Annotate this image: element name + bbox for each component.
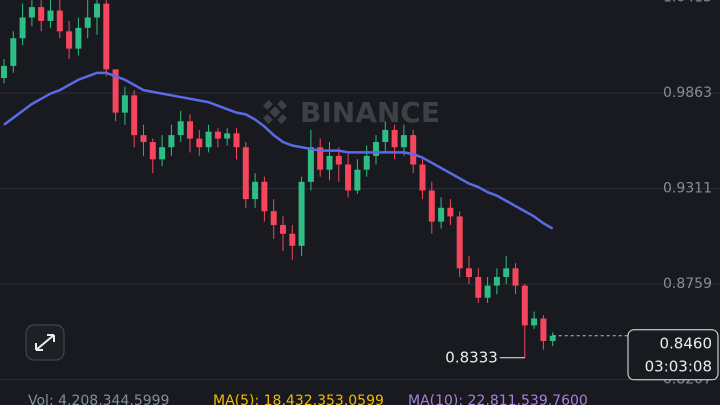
candle-body — [121, 95, 128, 113]
candle-body — [242, 147, 249, 200]
candle-body — [84, 17, 91, 28]
candle-body — [75, 27, 82, 49]
candle-body — [391, 129, 398, 148]
candle-body — [47, 10, 54, 21]
candle-body — [261, 181, 268, 212]
candle-body — [317, 147, 324, 170]
candle-body — [345, 164, 352, 191]
candle-body — [94, 3, 100, 18]
candle-body — [159, 147, 166, 160]
watermark: BINANCE — [300, 96, 440, 129]
candle-body — [38, 7, 45, 21]
candle-body — [354, 169, 361, 191]
candle-body — [289, 233, 296, 246]
candle-body — [19, 17, 26, 39]
candle-body — [214, 131, 221, 139]
candle-body — [196, 138, 203, 148]
candle-body — [438, 207, 445, 222]
candle-body — [363, 155, 370, 170]
candle-body — [335, 155, 342, 165]
price-label: 0.8460 — [660, 334, 713, 352]
candle-body — [447, 207, 454, 217]
candle-body — [233, 133, 240, 148]
candle-body — [112, 69, 119, 113]
candle-body — [484, 285, 491, 298]
candle-body — [475, 276, 482, 298]
expand-button[interactable] — [25, 324, 65, 361]
candle-body — [298, 181, 305, 246]
candle-body — [140, 135, 147, 143]
candle-body — [521, 285, 528, 326]
candle-body — [177, 121, 184, 136]
candle-body — [428, 190, 435, 222]
price-box — [627, 329, 719, 381]
candle-body — [10, 38, 17, 66]
y-tick-label: 1.0415 — [663, 0, 712, 6]
candle-body — [280, 225, 286, 234]
y-tick-label: 0.9311 — [663, 181, 712, 197]
candle-body — [400, 135, 407, 148]
candle-body — [419, 164, 426, 191]
y-tick-label: 0.9863 — [663, 85, 712, 101]
candle-body — [224, 133, 231, 139]
candle-body — [307, 147, 314, 182]
y-tick-label: 0.8759 — [663, 276, 712, 292]
candle-body — [252, 181, 259, 200]
candle-body — [503, 268, 510, 277]
candle-body — [512, 268, 519, 286]
candle-body — [187, 121, 193, 139]
volume-info: Vol: 4,208,344.5999 — [28, 393, 169, 405]
candle-body — [410, 135, 417, 165]
ma-line — [3, 71, 554, 230]
volume-info: MA(10): 22,811,539.7600 — [408, 393, 588, 405]
candle-body — [456, 216, 463, 269]
candle-body — [103, 3, 110, 70]
candle-body — [28, 7, 35, 18]
watermark-group: BINANCE — [262, 96, 440, 129]
candle-body — [549, 335, 556, 341]
volume-info: MA(5): 18,432,353.0599 — [213, 393, 384, 405]
candle-body — [131, 95, 138, 136]
candle-body — [149, 142, 156, 160]
candle-body — [382, 129, 389, 143]
candle-body — [373, 142, 379, 156]
candle-body — [168, 135, 175, 148]
low-marker-label: 0.8333 — [445, 348, 498, 366]
candle-body — [466, 268, 472, 277]
candle-body — [531, 318, 538, 326]
candle-body — [540, 318, 547, 341]
candle-body — [326, 155, 333, 170]
candle-body — [270, 211, 277, 226]
candle-body — [205, 131, 212, 148]
countdown: 03:03:08 — [645, 357, 712, 375]
candle-body — [66, 31, 73, 49]
expand-icon[interactable] — [35, 334, 55, 351]
candle-body — [1, 65, 7, 79]
candle-body — [56, 10, 63, 32]
candle-body — [493, 276, 500, 286]
